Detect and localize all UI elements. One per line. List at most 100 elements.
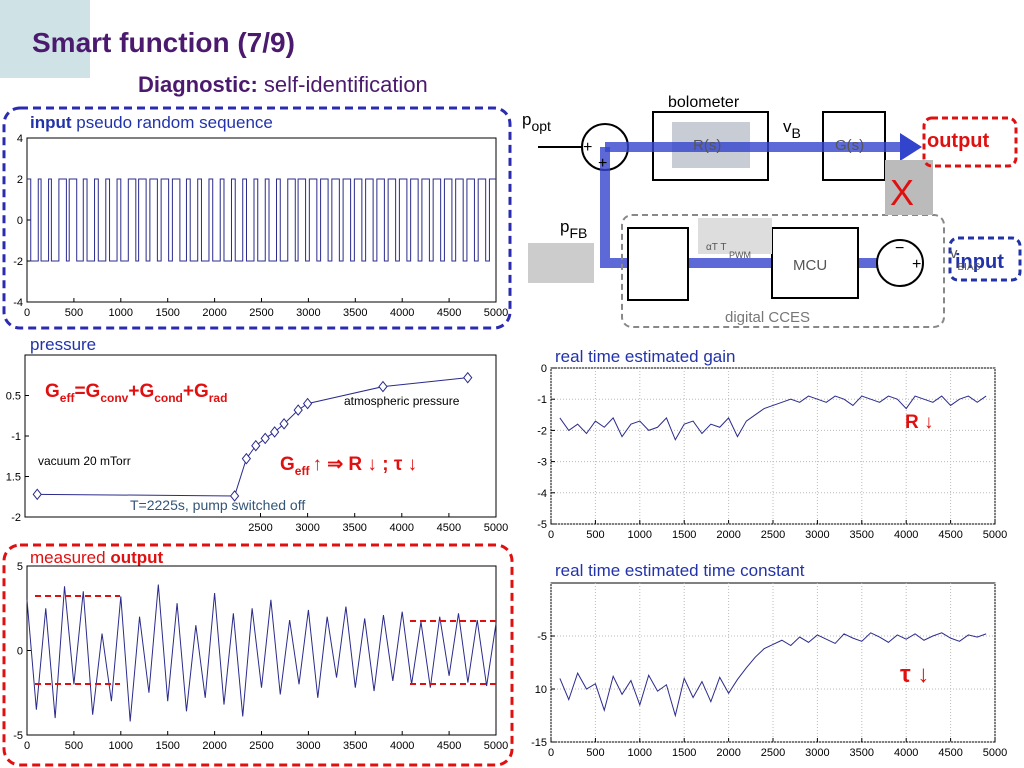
l: v	[783, 117, 792, 136]
sign: −	[895, 240, 904, 257]
point	[32, 488, 42, 501]
label: pFB	[560, 217, 587, 241]
y-tick-label: -5	[537, 631, 547, 643]
y-tick-label: -15	[531, 737, 547, 749]
y-tick-label: -1	[11, 431, 21, 443]
point	[229, 490, 240, 502]
annotation: R ↓	[905, 412, 934, 433]
x-tick-label: 5000	[484, 522, 508, 534]
l: T	[720, 242, 726, 253]
title-text: pseudo random sequence	[76, 113, 273, 132]
x-tick-label: 2500	[249, 740, 273, 752]
x-tick-label: 5000	[983, 529, 1007, 541]
x-tick-label: 5000	[484, 740, 508, 752]
y-tick-label: -4	[13, 297, 23, 309]
chart-title: pressure	[30, 335, 96, 354]
x-tick-label: 3000	[295, 522, 319, 534]
f: =G	[74, 381, 100, 402]
label: vB	[783, 117, 801, 141]
x-tick-label: 1000	[109, 307, 133, 319]
y-tick-label: 0	[17, 646, 23, 658]
label: input	[955, 251, 1004, 273]
point	[463, 371, 473, 384]
c: eff	[295, 464, 311, 478]
x-tick-label: 3500	[343, 740, 367, 752]
x-tick-label: 4000	[894, 747, 918, 759]
point	[269, 426, 280, 438]
x-tick-label: 2500	[761, 747, 785, 759]
break-x: X	[890, 172, 914, 213]
x-tick-label: 2500	[249, 307, 273, 319]
x-tick-label: 3500	[343, 307, 367, 319]
label: digital CCES	[725, 309, 810, 326]
x-tick-label: 2000	[202, 740, 226, 752]
sum-node	[876, 239, 924, 287]
title-bold: input	[30, 113, 72, 132]
subtitle-bold: Diagnostic:	[138, 72, 258, 97]
block	[627, 227, 689, 301]
x-tick-label: 4500	[437, 740, 461, 752]
plots: 0 500 1000 1500 2000 2500 3000 3500 4000 4500 5000…	[6, 133, 1008, 759]
pwm-image	[698, 218, 772, 254]
point	[251, 439, 261, 452]
annotation: atmospheric pressure	[344, 394, 460, 408]
x-tick-label: 1000	[628, 747, 652, 759]
title-text: measured	[30, 548, 106, 567]
x-tick-label: 0	[24, 307, 30, 319]
x-tick-label: 3000	[296, 307, 320, 319]
l: p	[560, 217, 569, 236]
annotation: T=2225s, pump switched off	[130, 497, 305, 513]
x-tick-label: 500	[586, 529, 604, 541]
f: +G	[128, 381, 154, 402]
x-tick-label: 1500	[672, 529, 696, 541]
x-tick-label: 1000	[628, 529, 652, 541]
output-frame	[922, 116, 1018, 168]
series-line	[26, 584, 497, 722]
x-tick-label: 0	[548, 747, 554, 759]
input-frame	[2, 106, 512, 330]
x-tick-label: 2000	[202, 307, 226, 319]
l: B	[792, 125, 801, 141]
chart-title: real time estimated gain	[555, 347, 735, 366]
plot-area	[26, 565, 497, 736]
x-tick-label: 2000	[716, 747, 740, 759]
point	[293, 404, 303, 416]
l: p	[522, 110, 531, 129]
diagram: bolometer R(s) G(s) MCU output input X d…	[522, 94, 1022, 328]
plot-area	[24, 354, 497, 518]
title-bold: output	[110, 548, 163, 567]
sign: +	[912, 256, 921, 273]
y-tick-label: 1.5	[6, 472, 21, 484]
x-tick-label: 1500	[155, 307, 179, 319]
f: conv	[100, 391, 128, 405]
y-tick-label: 5	[17, 561, 23, 573]
x-tick-label: 4000	[390, 307, 414, 319]
y-tick-label: -1	[537, 394, 547, 406]
y-tick-label: -3	[537, 457, 547, 469]
x-tick-label: 3000	[296, 740, 320, 752]
y-tick-label: 2	[17, 174, 23, 186]
conclusion: Geff ↑ ⇒ R ↓ ; τ ↓	[280, 454, 417, 478]
sign: +	[598, 155, 607, 172]
f: eff	[60, 391, 76, 405]
x-tick-label: 0	[24, 740, 30, 752]
x-tick-label: 3500	[342, 522, 366, 534]
point	[241, 452, 252, 465]
x-tick-label: 4000	[390, 522, 414, 534]
chart-title: measured output	[30, 548, 164, 567]
y-tick-label: -4	[537, 488, 547, 500]
label: vBIAS	[950, 245, 981, 273]
plot-area	[26, 137, 497, 303]
y-tick-label: 0.5	[6, 391, 21, 403]
slide-subtitle: Diagnostic: self-identification	[138, 72, 428, 97]
f: +G	[183, 381, 209, 402]
y-tick-label: -2	[13, 256, 23, 268]
x-tick-label: 3500	[850, 747, 874, 759]
cces-frame	[621, 214, 945, 328]
block-label: G(s)	[835, 137, 864, 154]
label: bolometer	[668, 94, 740, 111]
x-tick-label: 5000	[484, 307, 508, 319]
f: cond	[154, 391, 183, 405]
block	[771, 227, 859, 299]
y-tick-label: -2	[537, 425, 547, 437]
